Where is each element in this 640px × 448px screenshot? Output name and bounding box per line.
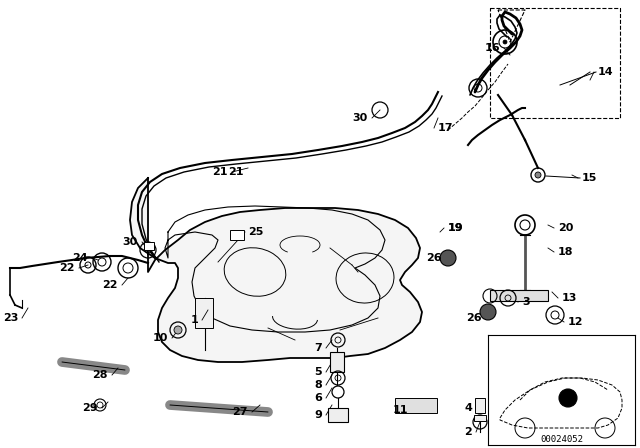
Bar [474, 415, 486, 421]
Circle shape [535, 172, 541, 178]
Text: 20: 20 [558, 223, 573, 233]
Circle shape [559, 389, 577, 407]
Text: 11: 11 [392, 405, 408, 415]
Text: 19: 19 [448, 223, 463, 233]
Text: 12: 12 [568, 317, 584, 327]
Circle shape [480, 304, 496, 320]
Circle shape [440, 250, 456, 266]
Text: 22: 22 [102, 280, 118, 290]
Text: 21: 21 [212, 167, 228, 177]
Text: 8: 8 [314, 380, 322, 390]
Bar [330, 352, 344, 372]
Bar [328, 408, 348, 422]
Text: 14: 14 [598, 67, 614, 77]
Text: 6: 6 [314, 393, 322, 403]
Text: 18: 18 [558, 247, 573, 257]
Text: 29: 29 [83, 403, 98, 413]
Text: 25: 25 [248, 227, 264, 237]
Text: 30: 30 [123, 237, 138, 247]
Text: 13: 13 [562, 293, 577, 303]
Text: 4: 4 [464, 403, 472, 413]
Text: 5: 5 [314, 367, 322, 377]
Text: 27: 27 [232, 407, 248, 417]
Text: 3: 3 [522, 297, 530, 307]
Text: 1: 1 [190, 315, 198, 325]
Text: 26: 26 [426, 253, 442, 263]
Text: 16: 16 [484, 43, 500, 53]
Text: 21: 21 [228, 167, 243, 177]
Text: 9: 9 [314, 410, 322, 420]
Text: 24: 24 [72, 253, 88, 263]
Bar [490, 290, 548, 301]
Text: 00024052: 00024052 [541, 435, 584, 444]
Bar [144, 242, 154, 250]
Text: 2: 2 [464, 427, 472, 437]
Circle shape [503, 40, 507, 44]
Text: 7: 7 [314, 343, 322, 353]
Text: 26: 26 [467, 313, 482, 323]
Text: 28: 28 [93, 370, 108, 380]
Polygon shape [498, 10, 525, 42]
Text: 30: 30 [353, 113, 368, 123]
Text: 19: 19 [448, 223, 463, 233]
Text: 22: 22 [60, 263, 75, 273]
Bar [230, 230, 244, 240]
Text: 15: 15 [582, 173, 597, 183]
Bar [195, 298, 213, 328]
Text: 10: 10 [152, 333, 168, 343]
Polygon shape [130, 178, 422, 362]
Text: 23: 23 [3, 313, 18, 323]
Circle shape [174, 326, 182, 334]
Bar [395, 398, 437, 413]
Text: 17: 17 [438, 123, 454, 133]
Bar [475, 398, 485, 413]
